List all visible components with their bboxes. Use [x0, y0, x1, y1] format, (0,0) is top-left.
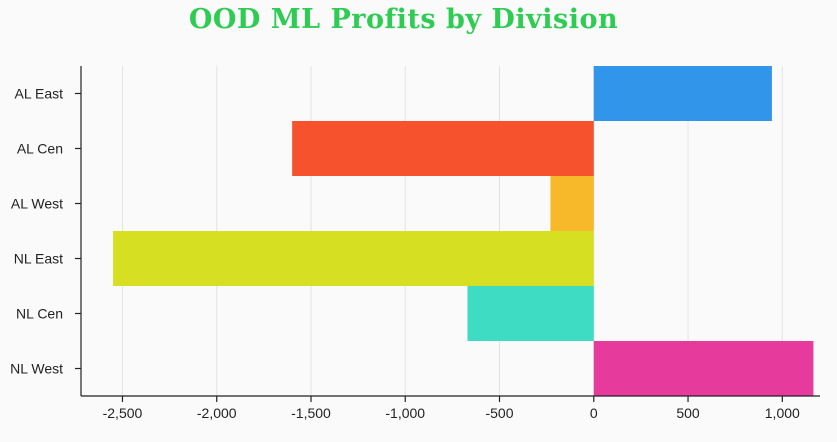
x-tick-label: 0 — [590, 405, 598, 421]
axes — [80, 66, 820, 397]
y-tick-label: AL West — [11, 196, 63, 212]
bar-nl-east — [113, 231, 594, 286]
y-tick-label: NL Cen — [16, 306, 63, 322]
x-tick-label: 500 — [676, 405, 700, 421]
bar-nl-west — [593, 341, 814, 396]
y-tick-label: AL East — [14, 86, 63, 102]
y-tick-label: NL West — [10, 361, 63, 377]
bars — [113, 66, 814, 396]
x-tick-label: -1,500 — [291, 405, 331, 421]
bar-al-cen — [292, 121, 594, 176]
bar-nl-cen — [467, 286, 594, 341]
x-tick-label: -2,000 — [197, 405, 237, 421]
x-tick-label: 1,000 — [765, 405, 800, 421]
y-axis-ticks: AL East AL Cen AL West NL East NL Cen NL West — [10, 86, 81, 377]
x-tick-label: -500 — [485, 405, 513, 421]
x-tick-label: -1,000 — [385, 405, 425, 421]
bar-al-west — [550, 176, 594, 231]
y-tick-label: NL East — [14, 251, 63, 267]
bar-al-east — [593, 66, 772, 121]
y-tick-label: AL Cen — [17, 141, 63, 157]
x-tick-label: -2,500 — [103, 405, 143, 421]
chart-title: OOD ML Profits by Division — [188, 4, 619, 35]
x-axis-ticks: -2,500 -2,000 -1,500 -1,000 -500 0 500 1,000 — [103, 396, 800, 421]
